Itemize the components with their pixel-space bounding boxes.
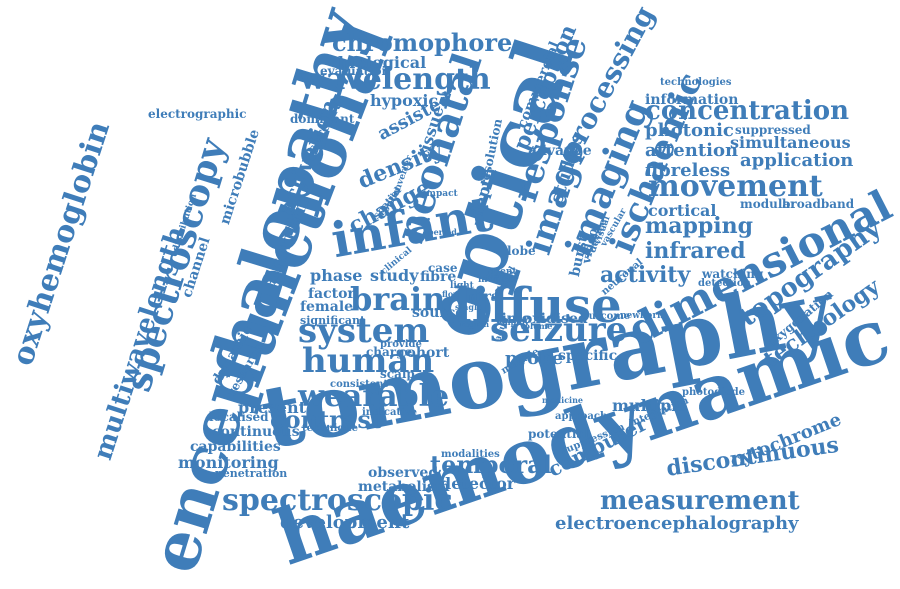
word-volume: volume: [520, 321, 553, 331]
word-infrared: infrared: [645, 238, 746, 264]
word-present: present: [238, 398, 307, 417]
word-penetration: penetration: [215, 467, 288, 480]
word-cohort: cohort: [398, 345, 450, 361]
word-activity: activity: [600, 262, 691, 288]
word-fibreless: fibreless: [645, 160, 731, 181]
word-oxidised: oxidised: [523, 311, 588, 327]
word-employ: employ: [497, 317, 530, 327]
word-multiple: multiple: [612, 396, 688, 415]
word-phase: phase: [310, 266, 363, 285]
word-watching: watching: [702, 267, 764, 281]
word-seizure: seizure: [490, 310, 628, 350]
word-application: application: [740, 150, 854, 171]
word-contrast: contrast: [270, 405, 382, 434]
word-source: source: [412, 305, 465, 321]
word-broadband: broadband: [782, 197, 855, 211]
word-photodiode: photodiode: [682, 387, 746, 398]
word-human: human: [302, 341, 435, 381]
word-wearable: wearable: [298, 379, 450, 414]
word-state: state: [486, 271, 509, 281]
word-nirs: nirs: [468, 289, 499, 305]
word-consistent: consistent: [330, 379, 388, 390]
word-attention: attention: [645, 140, 739, 161]
word-outcome: outcome: [582, 311, 631, 322]
word-technologies: technologies: [660, 77, 732, 88]
word-diffuse: diffuse: [438, 278, 622, 334]
word-female: female: [300, 299, 354, 315]
word-measurement: measurement: [600, 486, 800, 516]
word-agent: agent: [488, 267, 517, 277]
word-observed: observed: [368, 465, 439, 481]
word-detector: detector: [440, 474, 516, 493]
word-chromophore: chromophore: [332, 28, 513, 57]
word-approach: approach: [555, 411, 608, 422]
word-period: period: [428, 227, 457, 237]
word-oxyhemoglobin: oxyhemoglobin: [5, 116, 118, 370]
word-time: time: [495, 311, 531, 327]
word-wavelength: wavelength: [300, 62, 491, 97]
word-simultaneous: simultaneous: [730, 133, 851, 152]
word-potential: potential: [528, 427, 589, 441]
word-single: single: [455, 302, 483, 312]
word-modalities: modalities: [441, 449, 500, 460]
word-cortical: cortical: [648, 201, 717, 220]
word-capabilities: capabilities: [190, 439, 281, 455]
word-indicative: indicative: [362, 407, 418, 418]
word-localised: localised: [209, 410, 269, 424]
word-significant: significant: [300, 314, 366, 327]
word-fibre: fibre: [420, 269, 457, 285]
word-photonic: photonic: [645, 120, 734, 141]
word-monitoring: monitoring: [178, 453, 279, 472]
word-brain: brain: [350, 280, 446, 318]
word-concentration: concentration: [645, 96, 850, 126]
word-medicine: medicine: [542, 395, 584, 405]
word-light: light: [450, 281, 474, 291]
word-newborn: newborn: [620, 311, 664, 321]
word-suppressed: suppressed: [735, 123, 811, 137]
word-monitor: monitor: [478, 275, 519, 285]
word-evaluation: evaluation: [320, 64, 391, 78]
word-scalp: scalp: [380, 367, 415, 381]
word-impact: impact: [423, 189, 458, 199]
word-temporal: temporal: [430, 450, 552, 479]
word-lobe: lobe: [507, 244, 536, 258]
word-charge: charge: [366, 345, 413, 359]
word-electroencephalography: electroencephalography: [555, 513, 799, 534]
word-specific: specific: [558, 348, 618, 364]
word-movement: movement: [648, 169, 823, 204]
word-detection: detection: [698, 278, 751, 289]
word-electrographic: electrographic: [148, 107, 247, 121]
word-continuous: continuous: [212, 424, 300, 440]
word-development: development: [280, 512, 410, 533]
word-hypoxic: hypoxic: [370, 91, 439, 110]
word-provide: provide: [380, 339, 422, 350]
word-flow: flow: [442, 289, 461, 299]
word-study: study: [370, 266, 419, 285]
word-factor: factor: [308, 286, 355, 302]
word-dominant: dominant: [290, 112, 355, 126]
word-technique: technique: [302, 423, 359, 434]
word-biological: biological: [338, 53, 427, 72]
word-information: information: [645, 92, 739, 108]
word-mapping: mapping: [645, 213, 754, 239]
word-metabolism: metabolism: [358, 479, 450, 495]
word-system: system: [298, 311, 430, 351]
word-probe: probe: [505, 348, 564, 369]
word-modular: modular: [740, 197, 797, 211]
word-case: case: [428, 261, 458, 275]
word-advance: advance: [528, 143, 592, 159]
word-spectroscopic: spectroscopic: [222, 483, 453, 518]
word-region: region: [460, 319, 490, 329]
